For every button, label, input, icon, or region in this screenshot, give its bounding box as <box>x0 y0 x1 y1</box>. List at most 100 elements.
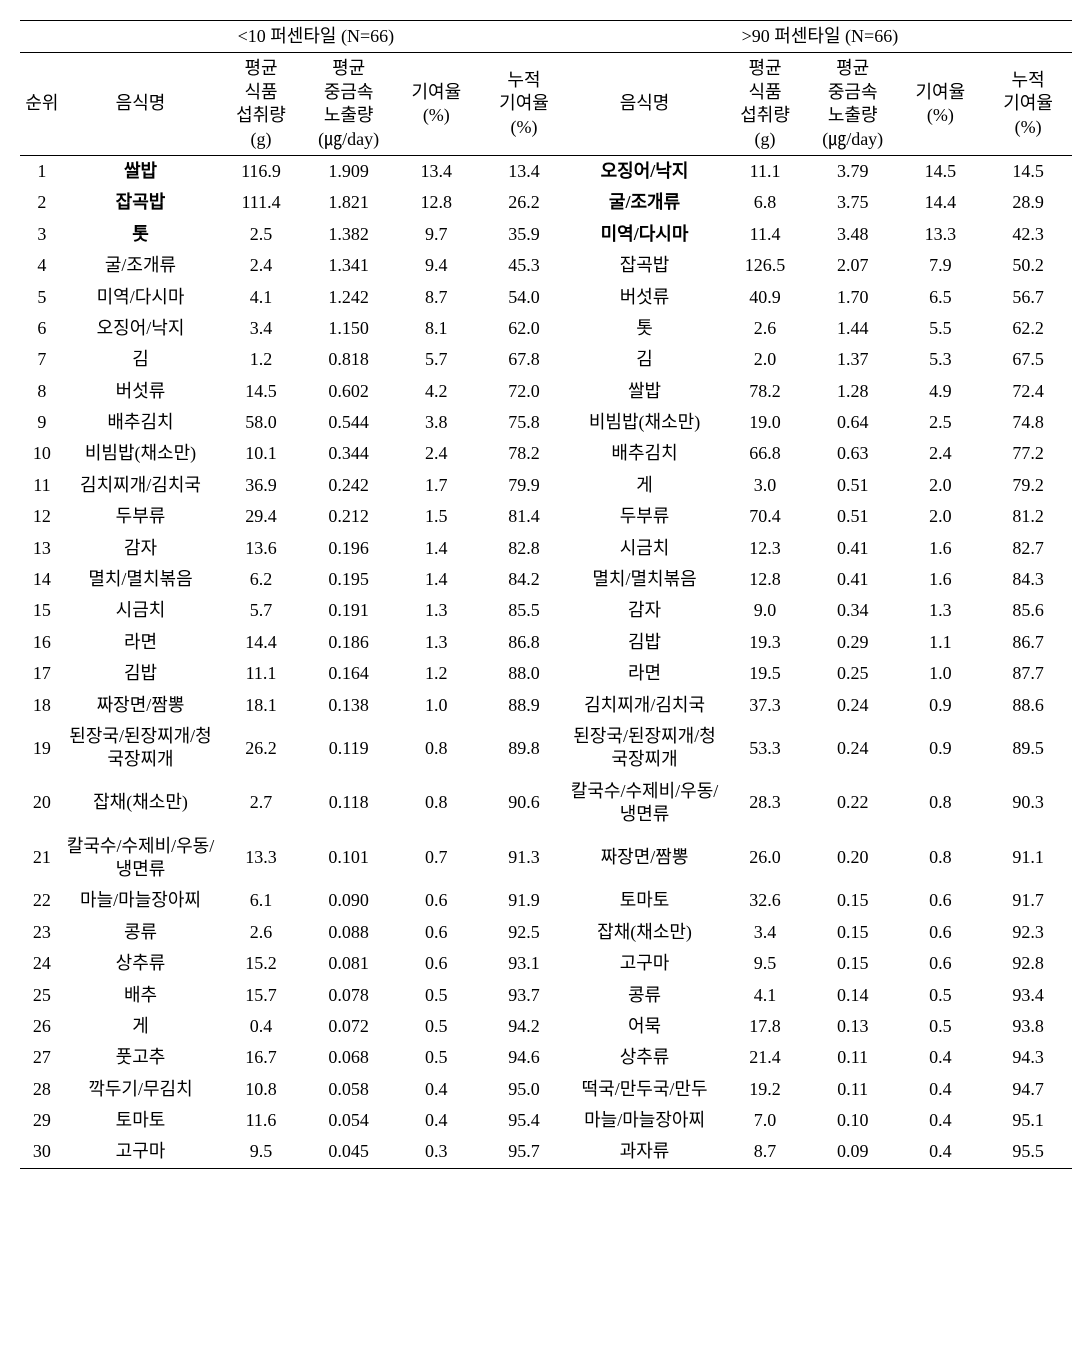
cell-exposure-right: 0.63 <box>809 438 897 469</box>
cell-contrib-left: 1.4 <box>392 564 480 595</box>
cell-cumul-left: 91.3 <box>480 831 568 886</box>
cell-intake-left: 13.6 <box>217 533 305 564</box>
cell-exposure-right: 1.70 <box>809 282 897 313</box>
table-row: 10비빔밥(채소만)10.10.3442.478.2배추김치66.80.632.… <box>20 438 1072 469</box>
cell-intake-left: 9.5 <box>217 1136 305 1168</box>
table-row: 21칼국수/수제비/우동/냉면류13.30.1010.791.3짜장면/짬뽕26… <box>20 831 1072 886</box>
cell-exposure-left: 0.118 <box>305 776 393 831</box>
cell-exposure-left: 0.090 <box>305 885 393 916</box>
cell-rank: 11 <box>20 470 64 501</box>
table-row: 11김치찌개/김치국36.90.2421.779.9게3.00.512.079.… <box>20 470 1072 501</box>
cell-rank: 6 <box>20 313 64 344</box>
cell-food-right: 쌀밥 <box>568 376 721 407</box>
cell-contrib-right: 4.9 <box>897 376 985 407</box>
cell-food-right: 두부류 <box>568 501 721 532</box>
cell-intake-left: 13.3 <box>217 831 305 886</box>
cell-intake-right: 21.4 <box>721 1042 809 1073</box>
cell-contrib-left: 1.0 <box>392 690 480 721</box>
cell-rank: 1 <box>20 155 64 187</box>
cell-exposure-left: 0.242 <box>305 470 393 501</box>
cell-intake-right: 4.1 <box>721 980 809 1011</box>
cell-contrib-left: 0.4 <box>392 1105 480 1136</box>
cell-cumul-left: 95.7 <box>480 1136 568 1168</box>
cell-contrib-right: 0.6 <box>897 885 985 916</box>
cell-intake-right: 70.4 <box>721 501 809 532</box>
col-rank: 순위 <box>20 53 64 156</box>
cell-food-right: 토마토 <box>568 885 721 916</box>
cell-intake-left: 14.4 <box>217 627 305 658</box>
cell-food-left: 마늘/마늘장아찌 <box>64 885 217 916</box>
cell-food-right: 버섯류 <box>568 282 721 313</box>
cell-rank: 3 <box>20 219 64 250</box>
cell-contrib-right: 1.0 <box>897 658 985 689</box>
cell-exposure-right: 0.51 <box>809 470 897 501</box>
cell-cumul-right: 90.3 <box>984 776 1072 831</box>
cell-cumul-right: 77.2 <box>984 438 1072 469</box>
cell-contrib-left: 0.5 <box>392 980 480 1011</box>
cell-contrib-left: 0.4 <box>392 1074 480 1105</box>
cell-rank: 29 <box>20 1105 64 1136</box>
cell-exposure-left: 0.191 <box>305 595 393 626</box>
cell-exposure-left: 0.818 <box>305 344 393 375</box>
cell-exposure-left: 0.186 <box>305 627 393 658</box>
cell-cumul-right: 95.5 <box>984 1136 1072 1168</box>
cell-cumul-left: 82.8 <box>480 533 568 564</box>
cell-intake-left: 1.2 <box>217 344 305 375</box>
cell-contrib-left: 1.5 <box>392 501 480 532</box>
cell-exposure-right: 3.75 <box>809 187 897 218</box>
cell-exposure-left: 0.164 <box>305 658 393 689</box>
cell-cumul-left: 75.8 <box>480 407 568 438</box>
cell-intake-right: 37.3 <box>721 690 809 721</box>
cell-exposure-left: 0.344 <box>305 438 393 469</box>
cell-rank: 16 <box>20 627 64 658</box>
cell-cumul-left: 26.2 <box>480 187 568 218</box>
cell-contrib-right: 2.0 <box>897 470 985 501</box>
cell-cumul-right: 91.1 <box>984 831 1072 886</box>
table-row: 13감자13.60.1961.482.8시금치12.30.411.682.7 <box>20 533 1072 564</box>
cell-exposure-left: 0.088 <box>305 917 393 948</box>
cell-rank: 5 <box>20 282 64 313</box>
cell-exposure-right: 0.24 <box>809 690 897 721</box>
cell-cumul-right: 79.2 <box>984 470 1072 501</box>
cell-exposure-left: 0.212 <box>305 501 393 532</box>
cell-intake-left: 11.6 <box>217 1105 305 1136</box>
cell-rank: 22 <box>20 885 64 916</box>
cell-exposure-left: 0.544 <box>305 407 393 438</box>
cell-cumul-left: 95.0 <box>480 1074 568 1105</box>
col-cumul-left: 누적기여율(%) <box>480 53 568 156</box>
cell-exposure-left: 0.138 <box>305 690 393 721</box>
cell-cumul-left: 81.4 <box>480 501 568 532</box>
cell-rank: 2 <box>20 187 64 218</box>
cell-exposure-left: 0.081 <box>305 948 393 979</box>
cell-exposure-right: 0.51 <box>809 501 897 532</box>
cell-food-right: 김치찌개/김치국 <box>568 690 721 721</box>
cell-food-right: 게 <box>568 470 721 501</box>
cell-intake-left: 15.2 <box>217 948 305 979</box>
cell-exposure-right: 0.29 <box>809 627 897 658</box>
cell-food-right: 콩류 <box>568 980 721 1011</box>
cell-food-left: 배추 <box>64 980 217 1011</box>
cell-food-right: 된장국/된장찌개/청국장찌개 <box>568 721 721 776</box>
cell-food-right: 잡채(채소만) <box>568 917 721 948</box>
cell-rank: 30 <box>20 1136 64 1168</box>
cell-contrib-left: 0.6 <box>392 885 480 916</box>
data-table: <10 퍼센타일 (N=66) >90 퍼센타일 (N=66) 순위 음식명 평… <box>20 20 1072 1169</box>
cell-contrib-right: 7.9 <box>897 250 985 281</box>
cell-rank: 21 <box>20 831 64 886</box>
cell-intake-right: 40.9 <box>721 282 809 313</box>
table-row: 15시금치5.70.1911.385.5감자9.00.341.385.6 <box>20 595 1072 626</box>
cell-cumul-right: 28.9 <box>984 187 1072 218</box>
cell-exposure-right: 0.15 <box>809 885 897 916</box>
cell-cumul-right: 56.7 <box>984 282 1072 313</box>
cell-cumul-right: 93.4 <box>984 980 1072 1011</box>
cell-food-left: 배추김치 <box>64 407 217 438</box>
cell-contrib-right: 2.4 <box>897 438 985 469</box>
cell-exposure-left: 0.068 <box>305 1042 393 1073</box>
cell-exposure-left: 0.101 <box>305 831 393 886</box>
cell-exposure-left: 1.150 <box>305 313 393 344</box>
col-cumul-right: 누적기여율(%) <box>984 53 1072 156</box>
cell-food-left: 시금치 <box>64 595 217 626</box>
cell-food-left: 버섯류 <box>64 376 217 407</box>
cell-food-left: 라면 <box>64 627 217 658</box>
cell-food-right: 짜장면/짬뽕 <box>568 831 721 886</box>
